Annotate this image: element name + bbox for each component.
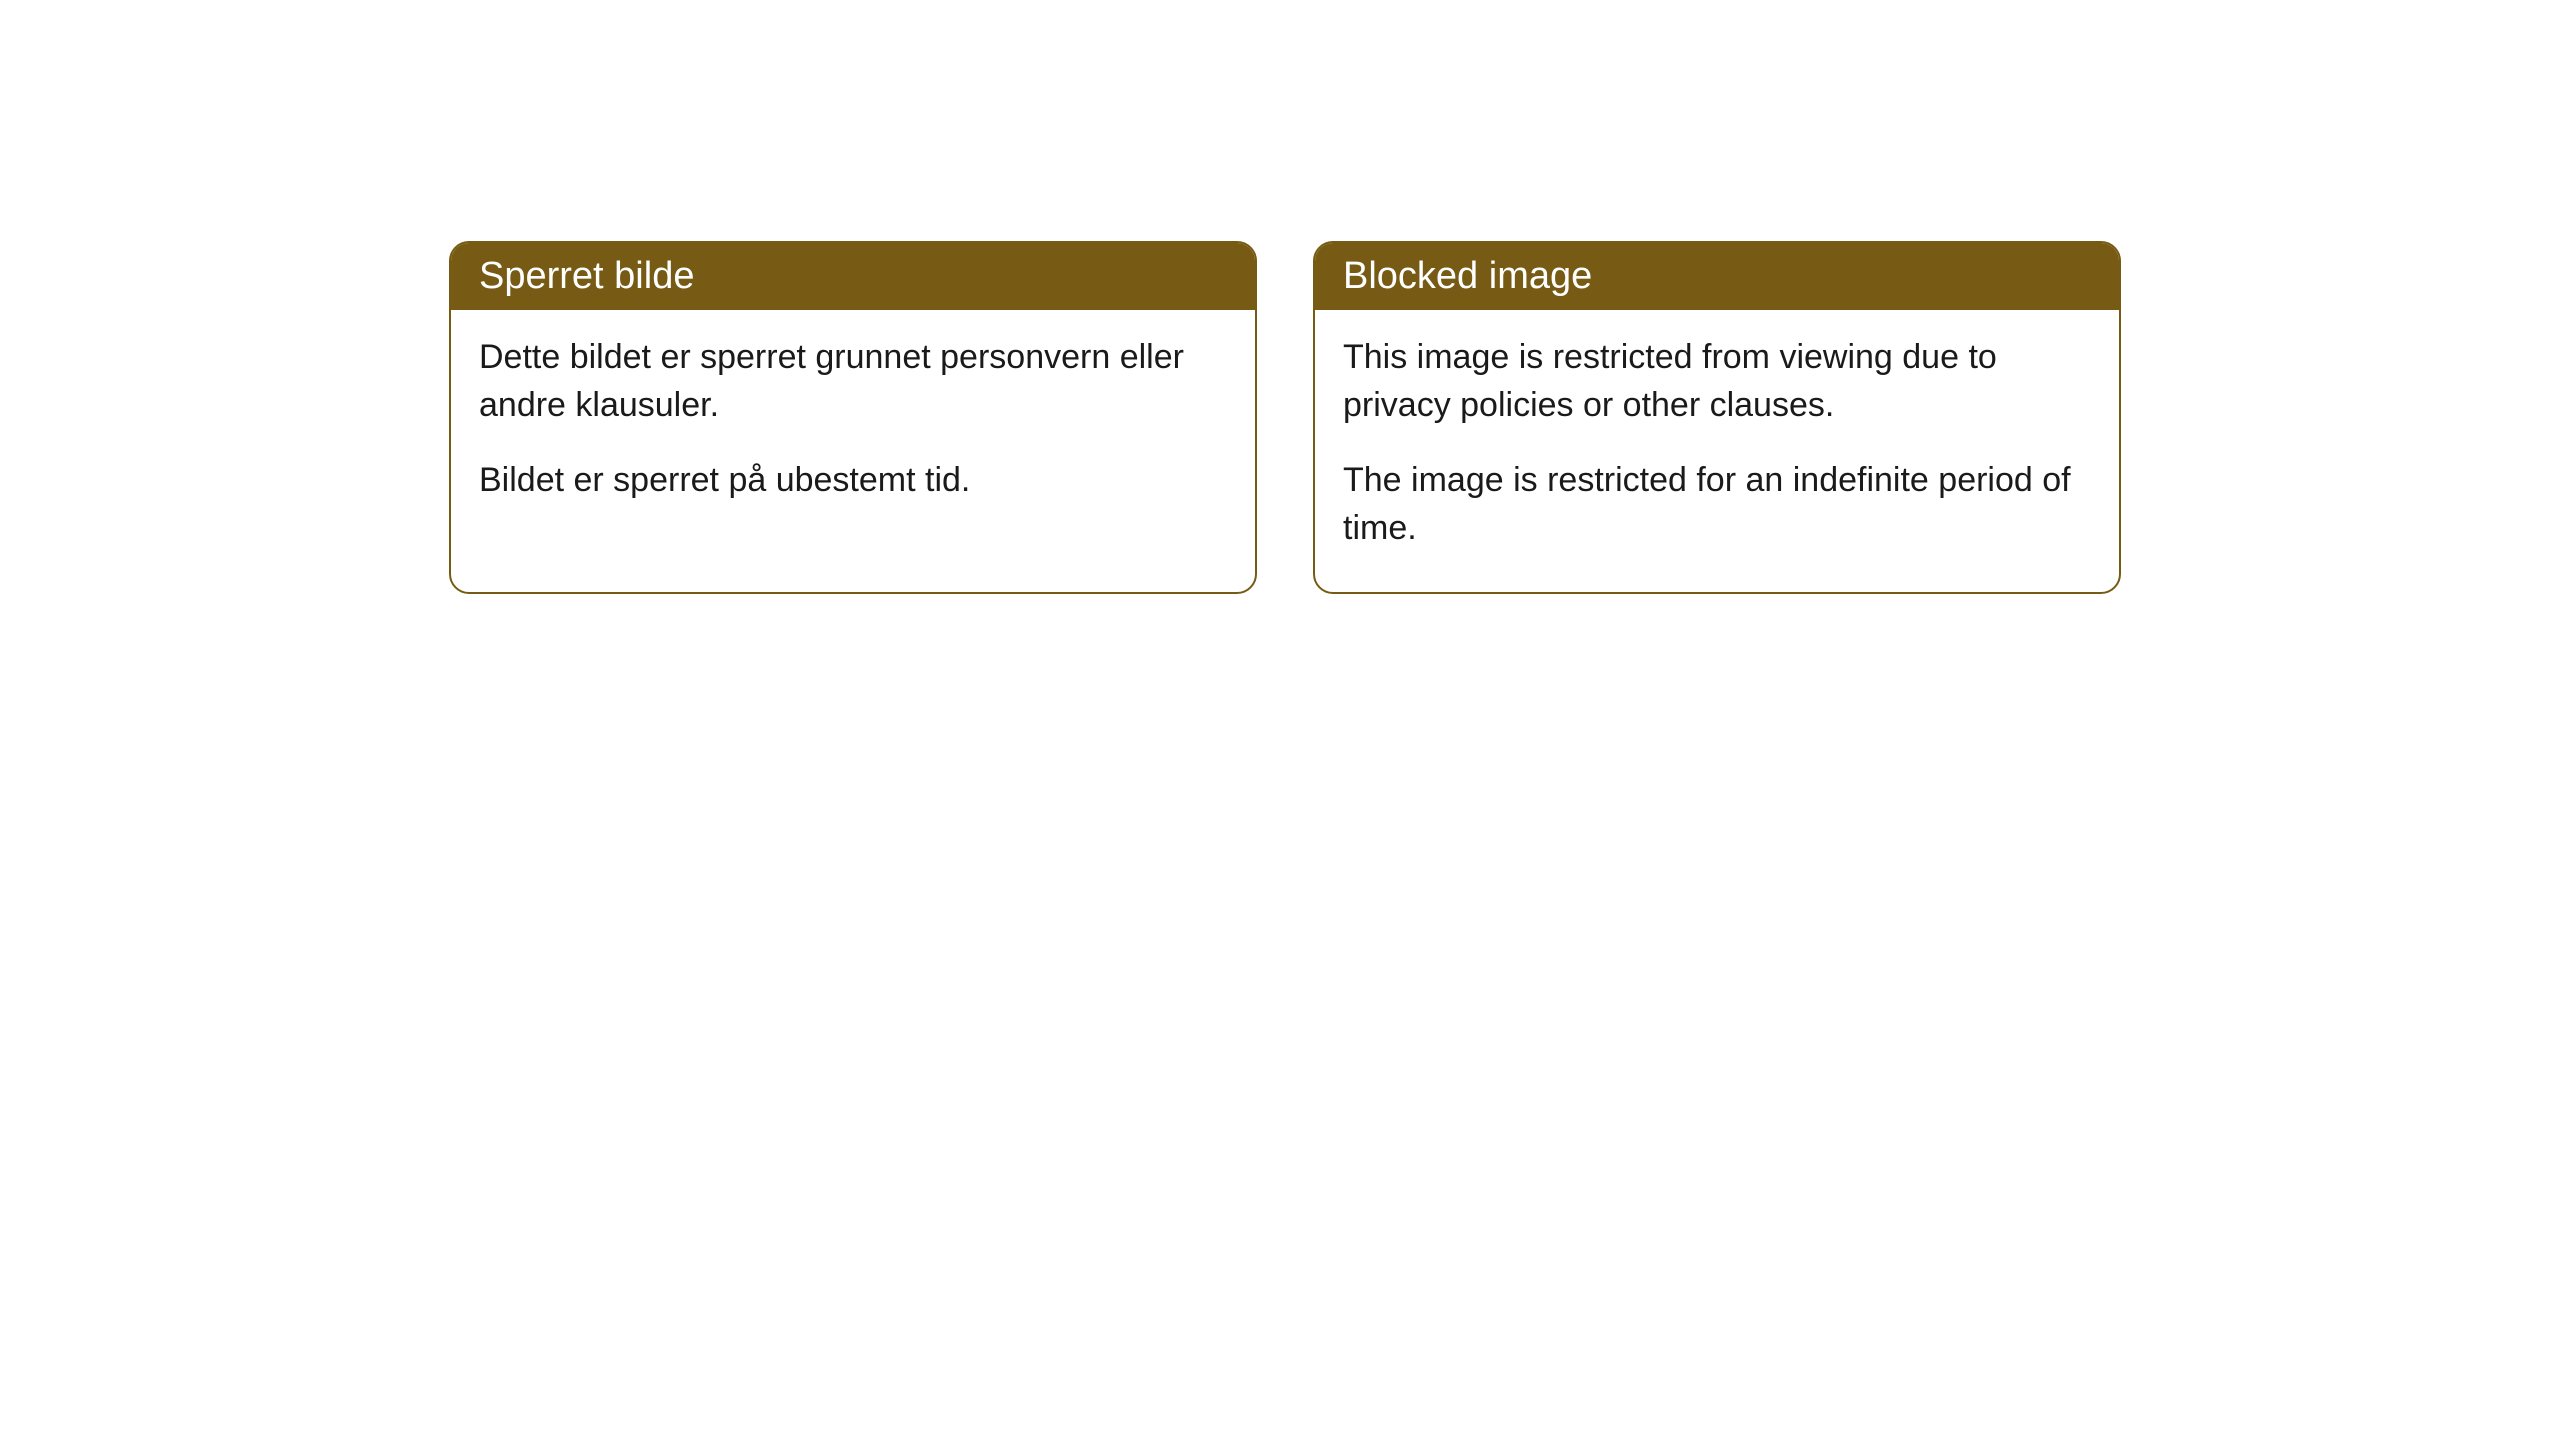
message-cards-container: Sperret bilde Dette bildet er sperret gr… <box>449 241 2121 594</box>
card-header-norwegian: Sperret bilde <box>451 243 1255 310</box>
blocked-image-card-english: Blocked image This image is restricted f… <box>1313 241 2121 594</box>
card-body-norwegian: Dette bildet er sperret grunnet personve… <box>451 310 1255 545</box>
card-paragraph: The image is restricted for an indefinit… <box>1343 457 2091 552</box>
card-paragraph: This image is restricted from viewing du… <box>1343 334 2091 429</box>
card-body-english: This image is restricted from viewing du… <box>1315 310 2119 592</box>
card-paragraph: Bildet er sperret på ubestemt tid. <box>479 457 1227 505</box>
card-title: Sperret bilde <box>479 255 694 297</box>
card-paragraph: Dette bildet er sperret grunnet personve… <box>479 334 1227 429</box>
card-header-english: Blocked image <box>1315 243 2119 310</box>
blocked-image-card-norwegian: Sperret bilde Dette bildet er sperret gr… <box>449 241 1257 594</box>
card-title: Blocked image <box>1343 255 1592 297</box>
